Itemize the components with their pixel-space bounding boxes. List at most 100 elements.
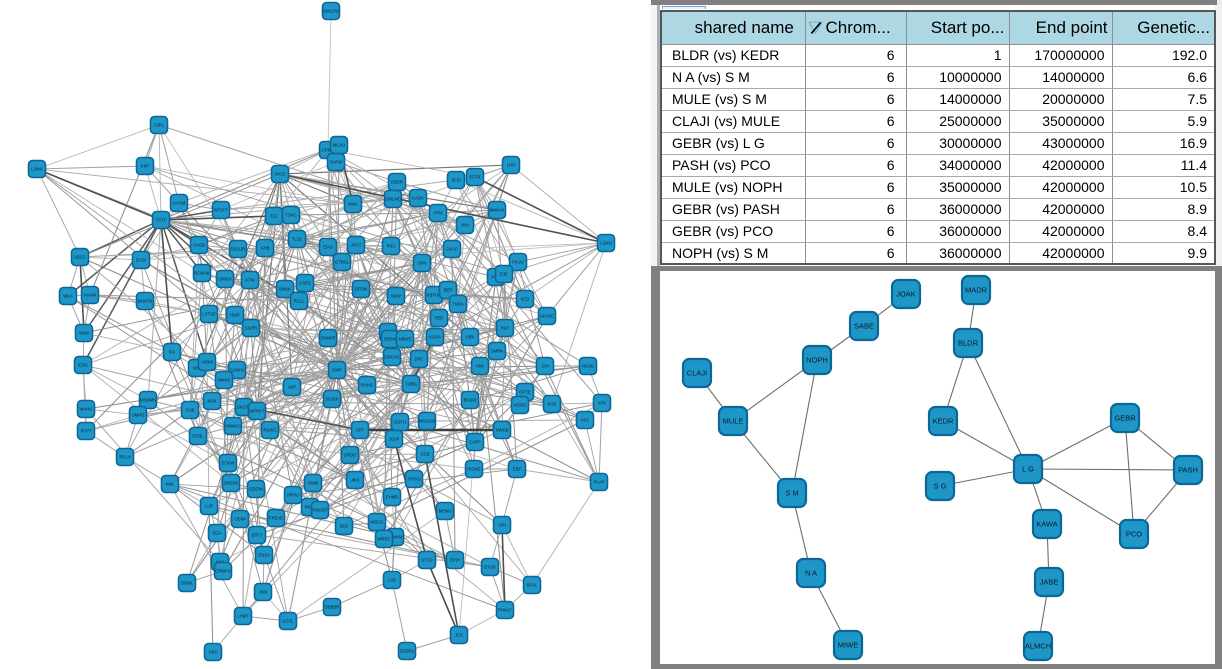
svg-text:NOPH: NOPH — [806, 356, 828, 365]
svg-text:DFOM: DFOM — [355, 287, 368, 292]
svg-text:KTW: KTW — [245, 278, 254, 283]
svg-text:CPKFI: CPKFI — [322, 148, 334, 153]
svg-text:DNEIM: DNEIM — [224, 481, 238, 486]
svg-text:RIUKC: RIUKC — [263, 428, 276, 433]
svg-text:UIIP: UIIP — [288, 385, 296, 390]
svg-text:HHLE: HHLE — [274, 172, 285, 177]
svg-text:ICBG: ICBG — [78, 363, 88, 368]
svg-text:ENJU: ENJU — [259, 553, 270, 558]
svg-text:CUPF: CUPF — [469, 440, 481, 445]
svg-text:PCO: PCO — [1126, 530, 1142, 539]
svg-text:KMI: KMI — [476, 364, 483, 369]
svg-text:SKOTA: SKOTA — [237, 405, 251, 410]
svg-text:PLAP: PLAP — [594, 480, 605, 485]
svg-text:GGTU: GGTU — [394, 420, 406, 425]
svg-text:LGE: LGE — [388, 578, 397, 583]
svg-text:OPTE: OPTE — [519, 390, 531, 395]
svg-text:MULE: MULE — [723, 417, 744, 426]
svg-text:ODOW: ODOW — [249, 487, 263, 492]
svg-text:MTJFT: MTJFT — [214, 208, 228, 213]
svg-text:CLAJI: CLAJI — [687, 369, 707, 378]
svg-text:PHKLF: PHKLF — [498, 608, 512, 613]
svg-text:DPC: DPC — [415, 357, 424, 362]
svg-text:TNDA: TNDA — [452, 302, 464, 307]
svg-text:GWLMO: GWLMO — [385, 197, 402, 202]
svg-text:KML: KML — [166, 482, 175, 487]
svg-text:MEWJ: MEWJ — [439, 509, 451, 514]
svg-text:EIAS: EIAS — [323, 245, 333, 250]
svg-text:PWADT: PWADT — [313, 508, 328, 513]
svg-text:EJJ: EJJ — [271, 214, 278, 219]
svg-text:CJKL: CJKL — [154, 123, 165, 128]
svg-text:BCWUK: BCWUK — [194, 271, 210, 276]
svg-text:MSK: MSK — [207, 399, 216, 404]
svg-text:RLP: RLP — [501, 326, 509, 331]
svg-text:OBBBR: OBBBR — [325, 605, 340, 610]
svg-text:GKC: GKC — [208, 650, 217, 655]
svg-text:GTBGL: GTBGL — [335, 260, 350, 265]
svg-text:CAEG: CAEG — [299, 281, 311, 286]
svg-text:TCTF: TCTF — [156, 218, 167, 223]
svg-text:LSTSE: LSTSE — [202, 312, 215, 317]
svg-text:GHB: GHB — [260, 246, 269, 251]
svg-text:DBSR: DBSR — [391, 180, 403, 185]
svg-text:EJE: EJE — [500, 272, 508, 277]
svg-text:WKA: WKA — [63, 294, 73, 299]
svg-text:AFHSE: AFHSE — [540, 314, 554, 319]
svg-text:S G: S G — [934, 482, 947, 491]
svg-text:ODCHC: ODCHC — [384, 355, 399, 360]
svg-text:HTM: HTM — [433, 211, 443, 216]
svg-text:RFLH: RFLH — [120, 455, 131, 460]
svg-text:PER: PER — [435, 316, 444, 321]
svg-text:MADR: MADR — [965, 286, 988, 295]
svg-text:RAHG: RAHG — [361, 383, 373, 388]
svg-text:PASH: PASH — [1178, 466, 1198, 475]
svg-text:KGOS: KGOS — [514, 403, 526, 408]
svg-text:NBWE: NBWE — [399, 337, 412, 342]
svg-text:GAOM: GAOM — [173, 201, 186, 206]
svg-text:CRWPC: CRWPC — [215, 569, 231, 574]
svg-text:EPIH: EPIH — [450, 558, 460, 563]
svg-text:MOGGB: MOGGB — [419, 419, 435, 424]
svg-text:HAGB: HAGB — [193, 243, 205, 248]
svg-text:JPGT: JPGT — [351, 243, 362, 248]
svg-text:TLOL: TLOL — [292, 237, 303, 242]
svg-text:L G: L G — [1022, 465, 1034, 474]
svg-text:ECRL: ECRL — [192, 434, 204, 439]
svg-text:NSIJG: NSIJG — [582, 364, 594, 369]
svg-text:KBTHG: KBTHG — [427, 293, 441, 298]
svg-text:BER: BER — [444, 288, 453, 293]
svg-text:SIRI: SIRI — [466, 335, 474, 340]
svg-text:OFN: OFN — [418, 261, 427, 266]
svg-text:SGA: SGA — [213, 531, 222, 536]
svg-text:JABE: JABE — [1040, 578, 1059, 587]
svg-text:IHO: IHO — [581, 418, 589, 423]
svg-text:BLDR: BLDR — [958, 339, 979, 348]
svg-text:RKMI: RKMI — [305, 505, 315, 510]
svg-text:UMHG: UMHG — [132, 413, 145, 418]
svg-text:GEBR: GEBR — [1114, 414, 1136, 423]
svg-text:IFA: IFA — [169, 350, 175, 355]
svg-text:RCLL: RCLL — [294, 299, 305, 304]
svg-text:WSCG: WSCG — [370, 520, 383, 525]
svg-text:JIKS: JIKS — [351, 478, 360, 483]
svg-text:OGUJR: OGUJR — [231, 247, 246, 252]
svg-text:EAGI: EAGI — [136, 258, 146, 263]
svg-text:GCB: GCB — [420, 452, 429, 457]
svg-text:PIEJ: PIEJ — [387, 244, 396, 249]
svg-text:MEMMN: MEMMN — [140, 398, 156, 403]
svg-text:JGSF: JGSF — [389, 437, 400, 442]
svg-text:LHMT: LHMT — [237, 614, 249, 619]
svg-text:JNN: JNN — [259, 590, 267, 595]
svg-text:SFP: SFP — [356, 428, 364, 433]
svg-text:N A: N A — [805, 569, 817, 578]
svg-text:BLD: BLD — [340, 524, 348, 529]
svg-text:WML: WML — [348, 202, 358, 207]
svg-text:EBF: EBF — [513, 467, 522, 472]
svg-text:EHMB: EHMB — [386, 495, 398, 500]
svg-text:EFNKM: EFNKM — [388, 535, 403, 540]
svg-text:OCIM: OCIM — [235, 517, 246, 522]
svg-text:BOML: BOML — [181, 581, 194, 586]
svg-text:BNUK: BNUK — [279, 287, 291, 292]
svg-text:WJW: WJW — [79, 331, 89, 336]
